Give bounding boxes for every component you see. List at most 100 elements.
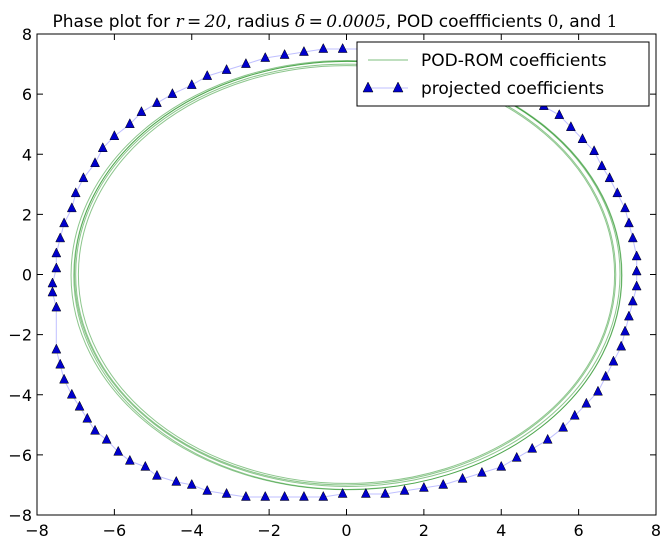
projected-coefficients-point-56 [136, 106, 147, 116]
projected-coefficients-point-72 [55, 358, 66, 369]
projected-coefficients-point-84 [186, 478, 197, 489]
projected-coefficients-point-61 [78, 172, 89, 183]
projected-coefficients-point-47 [299, 45, 309, 56]
y-tick-label-8: 8 [22, 25, 32, 44]
projected-coefficients-point-53 [186, 79, 197, 89]
projected-coefficients-point-4 [438, 478, 449, 489]
projected-coefficients-point-60 [90, 157, 100, 168]
projected-coefficients-point-21 [631, 280, 642, 291]
projected-coefficients-point-16 [608, 355, 619, 366]
y-tick-label-6: 4 [22, 145, 32, 164]
projected-coefficients-point-89 [279, 490, 290, 501]
projected-coefficients-point-9 [527, 442, 538, 453]
projected-coefficients-point-13 [581, 397, 592, 408]
projected-coefficients-point-58 [109, 130, 120, 140]
projected-coefficients-point-3 [418, 481, 429, 492]
projected-coefficients-point-75 [74, 400, 85, 411]
legend-marker-projected-right [392, 81, 404, 93]
projected-coefficients-point-1 [380, 487, 391, 498]
projected-coefficients-point-63 [66, 202, 77, 213]
projected-coefficients-point-26 [620, 202, 630, 213]
projected-coefficients-point-12 [569, 409, 580, 420]
projected-coefficients-point-65 [55, 232, 66, 243]
plot-border [36, 33, 657, 516]
projected-coefficients-point-87 [241, 490, 251, 501]
projected-coefficients-point-79 [113, 445, 124, 456]
chart-title: Phase plot for r = 20, radius δ = 0.0005… [53, 12, 618, 32]
y-tick-label-1: −6 [8, 446, 32, 465]
projected-coefficients-point-20 [627, 295, 638, 306]
pod-rom-loop-4 [77, 65, 616, 484]
projected-coefficients-point-29 [596, 160, 607, 171]
projected-coefficients-point-81 [140, 460, 151, 471]
projected-coefficients-point-67 [51, 262, 62, 273]
projected-coefficients-point-5 [457, 472, 468, 483]
pod-rom-loop-1 [74, 60, 621, 487]
projected-coefficients-point-8 [511, 451, 522, 462]
projected-coefficients-point-19 [624, 310, 634, 321]
projected-coefficients-point-70 [51, 301, 62, 312]
projected-coefficients-point-62 [70, 187, 81, 198]
projected-coefficients-point-69 [47, 286, 58, 297]
pod-rom-loop-0 [70, 59, 623, 491]
projected-coefficients-point-31 [577, 133, 588, 143]
legend: POD-ROM coefficients projected coefficie… [356, 41, 650, 107]
projected-coefficients-point-27 [612, 187, 623, 198]
x-tick-label-7: 6 [574, 521, 584, 540]
projected-coefficients-point-86 [221, 487, 232, 498]
projected-coefficients-point-92 [337, 487, 348, 498]
y-tick-label-5: 2 [22, 205, 32, 224]
legend-marker-projected-left [362, 81, 374, 93]
projected-coefficients-point-76 [82, 412, 93, 423]
projected-coefficients-point-11 [558, 421, 569, 432]
legend-label-projected: projected coefficients [421, 79, 604, 99]
projected-coefficients-point-91 [318, 490, 329, 501]
y-tick-label-4: 0 [22, 266, 32, 285]
plot-content [47, 42, 642, 501]
title-part-1: Phase plot for [53, 12, 176, 32]
projected-coefficients-point-28 [604, 172, 615, 183]
projected-coefficients-point-32 [565, 121, 576, 131]
projected-coefficients-point-73 [59, 373, 69, 384]
x-tick-label-2: −4 [180, 521, 204, 540]
pod-rom-loop-3 [73, 60, 623, 490]
projected-coefficients-point-14 [593, 385, 603, 396]
legend-label-pod-rom: POD-ROM coefficients [421, 51, 607, 71]
y-tick-label-3: −2 [8, 326, 32, 345]
projected-coefficients-point-2 [399, 484, 410, 495]
projected-coefficients-point-0 [360, 487, 371, 498]
projected-coefficients-point-22 [631, 265, 642, 276]
title-part-4: , and [558, 12, 606, 32]
projected-coefficients-point-33 [554, 109, 565, 119]
projected-coefficients-point-77 [90, 424, 100, 435]
projected-coefficients-point-18 [620, 325, 630, 336]
title-part-3: , POD coeffficients [386, 12, 548, 32]
legend-box [356, 41, 650, 107]
title-math-0: 0 [548, 12, 559, 32]
projected-coefficients-point-15 [600, 370, 611, 381]
projected-coefficients-point-85 [202, 484, 213, 495]
projected-coefficients-point-57 [124, 118, 135, 128]
title-part-2: , radius [226, 12, 295, 32]
pod-rom-loop-2 [75, 63, 617, 486]
projected-coefficients-point-10 [542, 433, 553, 444]
projected-coefficients-point-30 [589, 145, 600, 155]
projected-coefficients-point-64 [59, 217, 69, 228]
projected-coefficients-point-74 [66, 388, 77, 399]
projected-coefficients-point-49 [260, 51, 271, 62]
projected-coefficients-point-23 [631, 250, 642, 261]
projected-coefficients-point-59 [97, 142, 108, 152]
x-tick-label-0: −8 [25, 521, 49, 540]
projected-coefficients-point-54 [167, 88, 178, 98]
projected-coefficients-point-17 [616, 340, 627, 351]
projected-coefficients-point-90 [299, 490, 309, 501]
x-tick-label-3: −2 [257, 521, 281, 540]
projected-coefficients-point-24 [627, 232, 638, 243]
projected-coefficients-point-52 [202, 70, 213, 80]
projected-coefficients-point-78 [101, 433, 112, 444]
y-tick-label-0: −8 [8, 506, 32, 525]
projected-coefficients-point-83 [171, 475, 182, 486]
projected-coefficients-point-46 [318, 42, 329, 53]
projected-coefficients-point-80 [124, 454, 135, 465]
